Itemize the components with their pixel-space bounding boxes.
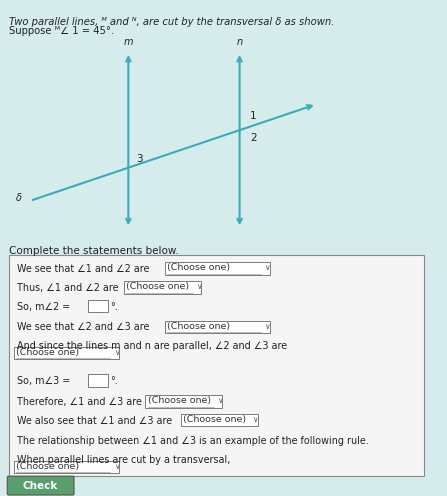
Text: 1: 1 (250, 111, 257, 121)
Text: ∨: ∨ (217, 396, 223, 405)
Text: 3: 3 (136, 154, 143, 164)
Text: (Choose one): (Choose one) (126, 282, 190, 291)
Text: n: n (236, 37, 243, 47)
Text: Therefore, ∠1 and ∠3 are: Therefore, ∠1 and ∠3 are (17, 397, 142, 407)
Text: We also see that ∠1 and ∠3 are: We also see that ∠1 and ∠3 are (17, 416, 172, 426)
Text: The relationship between ∠1 and ∠3 is an example of the following rule.: The relationship between ∠1 and ∠3 is an… (17, 436, 369, 446)
Text: (Choose one): (Choose one) (183, 415, 246, 424)
Text: (Choose one): (Choose one) (16, 348, 80, 357)
Text: We see that ∠2 and ∠3 are: We see that ∠2 and ∠3 are (17, 322, 149, 332)
Text: °.: °. (110, 302, 118, 311)
Text: So, m∠3 =: So, m∠3 = (17, 376, 71, 386)
Text: δ: δ (15, 193, 21, 203)
Text: °.: °. (110, 376, 118, 386)
Text: ∨: ∨ (264, 322, 270, 331)
Text: We see that ∠1 and ∠2 are: We see that ∠1 and ∠2 are (17, 264, 149, 274)
Text: Complete the statements below.: Complete the statements below. (8, 246, 178, 255)
Text: Thus, ∠1 and ∠2 are: Thus, ∠1 and ∠2 are (17, 283, 118, 293)
Text: When parallel lines are cut by a transversal,: When parallel lines are cut by a transve… (17, 455, 231, 465)
Text: ∨: ∨ (264, 263, 270, 272)
Text: m: m (123, 37, 133, 47)
FancyBboxPatch shape (181, 414, 257, 427)
Text: ∨: ∨ (114, 462, 119, 471)
Text: So, m∠2 =: So, m∠2 = (17, 302, 70, 311)
FancyBboxPatch shape (14, 461, 119, 473)
Text: ∨: ∨ (253, 415, 258, 424)
FancyBboxPatch shape (14, 347, 119, 359)
FancyBboxPatch shape (164, 321, 270, 333)
Text: 2: 2 (250, 132, 257, 143)
Text: (Choose one): (Choose one) (16, 462, 80, 471)
FancyBboxPatch shape (124, 281, 201, 294)
Text: (Choose one): (Choose one) (148, 396, 211, 405)
Text: Two parallel lines, ᴹ and ᴺ, are cut by the transversal δ as shown.: Two parallel lines, ᴹ and ᴺ, are cut by … (8, 17, 334, 27)
Text: ∨: ∨ (196, 282, 202, 291)
FancyBboxPatch shape (8, 255, 424, 476)
Text: (Choose one): (Choose one) (167, 322, 230, 331)
FancyBboxPatch shape (164, 262, 270, 275)
FancyBboxPatch shape (145, 395, 223, 408)
Text: And since the lines m and n are parallel, ∠2 and ∠3 are: And since the lines m and n are parallel… (17, 341, 287, 351)
Text: (Choose one): (Choose one) (167, 263, 230, 272)
Text: Suppose ᴹ∠ 1 = 45°.: Suppose ᴹ∠ 1 = 45°. (8, 26, 114, 36)
FancyBboxPatch shape (7, 476, 74, 495)
Text: ∨: ∨ (114, 348, 119, 357)
FancyBboxPatch shape (88, 374, 108, 387)
Text: Check: Check (23, 481, 58, 491)
FancyBboxPatch shape (88, 300, 108, 312)
